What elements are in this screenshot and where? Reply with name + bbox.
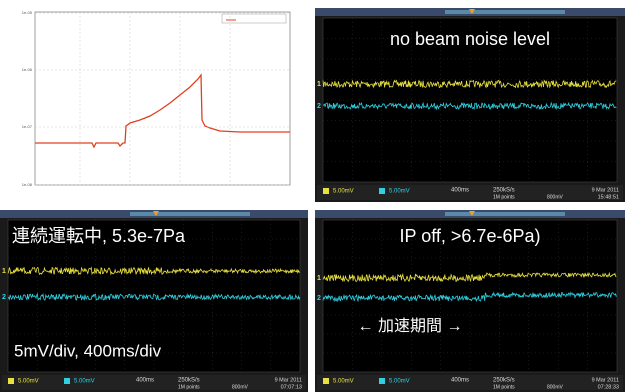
- y-tick-label: 1e-05: [22, 10, 33, 15]
- timebase: 400ms: [451, 188, 469, 194]
- y-tick-label: 1e-07: [22, 124, 33, 129]
- channel-marker: 2: [2, 294, 6, 301]
- record-length: 1M points: [493, 194, 515, 200]
- channel-marker: 1: [317, 275, 321, 282]
- date: 9 Mar 2011: [592, 187, 619, 193]
- panel-note: 5mV/div, 400ms/div: [14, 341, 162, 360]
- ch1-badge: [8, 378, 14, 384]
- timebase: 400ms: [136, 378, 154, 384]
- trigger-level: 800mV: [547, 194, 564, 200]
- slide: 1e-05 1e-06 1e-07 1e-08 1 2 no beam noise lev…: [0, 0, 625, 392]
- channel-marker: 1: [2, 268, 6, 275]
- oscilloscope: 1 2 連続運転中, 5.3e-7Pa 5mV/div, 400ms/div 5.00m…: [0, 210, 308, 392]
- oscilloscope: 1 2 IP off, >6.7e-6Pa) ← 加速期間 → 5.00mV 5.00mV…: [315, 210, 625, 392]
- channel-marker: 2: [317, 103, 321, 110]
- trigger-bar: [130, 212, 250, 216]
- scope-footer: [317, 185, 623, 200]
- scope-footer: [317, 375, 623, 390]
- trigger-level: 800mV: [232, 384, 249, 390]
- ch2-scale: 5.00mV: [389, 379, 410, 385]
- ch1-scale: 5.00mV: [333, 379, 354, 385]
- sample-rate: 250kS/s: [493, 378, 515, 384]
- page: 1e-05 1e-06 1e-07 1e-08 1 2 no beam noise lev…: [0, 0, 625, 392]
- sample-rate: 250kS/s: [493, 188, 515, 194]
- sample-rate: 250kS/s: [178, 378, 200, 384]
- pressure-chart: 1e-05 1e-06 1e-07 1e-08: [22, 10, 290, 187]
- panel-title: no beam noise level: [390, 29, 550, 49]
- ch2-badge: [379, 188, 385, 194]
- date: 9 Mar 2011: [275, 377, 302, 383]
- clock: 07:28:33: [598, 384, 619, 390]
- ch1-scale: 5.00mV: [333, 189, 354, 195]
- ch1-badge: [323, 188, 329, 194]
- oscilloscope: 1 2 no beam noise level 5.00mV 5.00mV 400ms 25…: [315, 8, 625, 202]
- record-length: 1M points: [493, 384, 515, 390]
- trigger-bar: [445, 212, 565, 216]
- panel-title: 連続運転中, 5.3e-7Pa: [12, 226, 186, 246]
- ch1-badge: [323, 378, 329, 384]
- clock: 15:48:51: [598, 194, 619, 200]
- ch2-badge: [379, 378, 385, 384]
- ch1-scale: 5.00mV: [18, 379, 39, 385]
- record-length: 1M points: [178, 384, 200, 390]
- panel-title: IP off, >6.7e-6Pa): [400, 226, 541, 246]
- date: 9 Mar 2011: [592, 377, 619, 383]
- channel-marker: 1: [317, 81, 321, 88]
- y-tick-label: 1e-08: [22, 182, 33, 187]
- plot-frame: [35, 12, 290, 185]
- legend-box: [222, 14, 286, 23]
- ch2-scale: 5.00mV: [74, 379, 95, 385]
- ch2-scale: 5.00mV: [389, 189, 410, 195]
- trigger-bar: [445, 10, 565, 14]
- channel-marker: 2: [317, 295, 321, 302]
- ch2-badge: [64, 378, 70, 384]
- trigger-level: 800mV: [547, 384, 564, 390]
- timebase: 400ms: [451, 378, 469, 384]
- clock: 07:07:13: [281, 384, 302, 390]
- panel-note: ← 加速期間 →: [358, 317, 463, 335]
- y-tick-label: 1e-06: [22, 67, 33, 72]
